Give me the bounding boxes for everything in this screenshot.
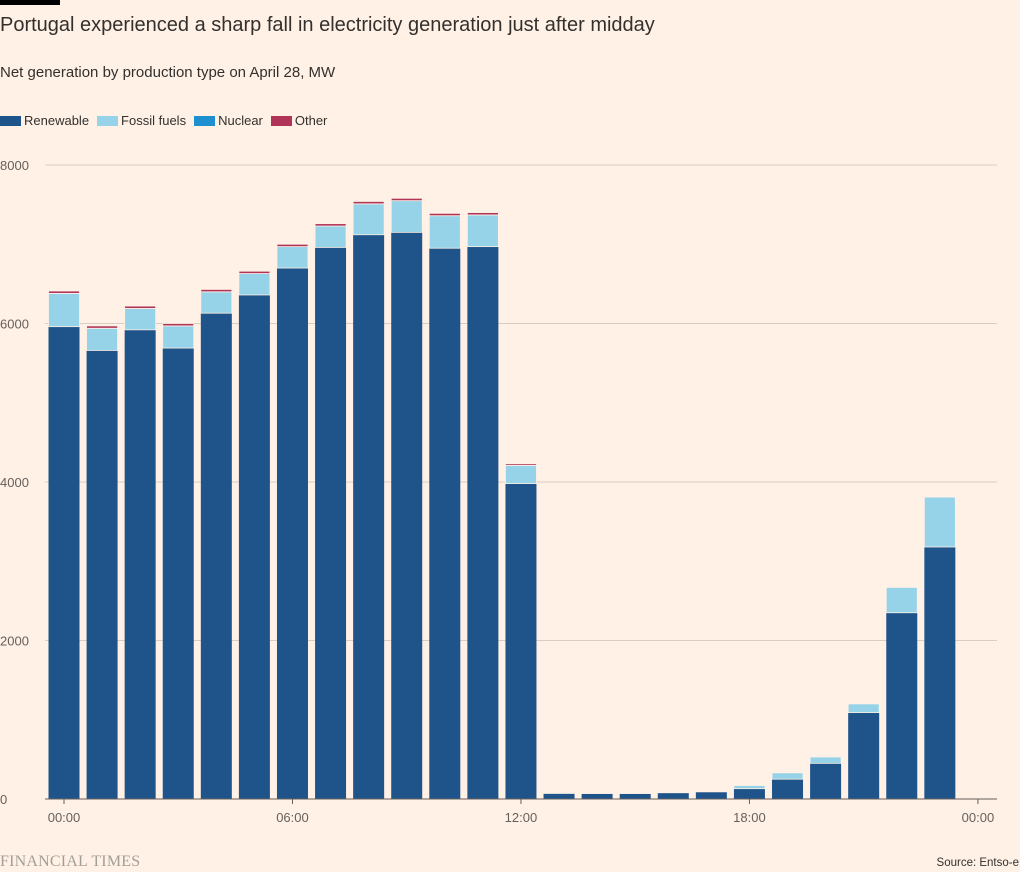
bar-renewable-0700 <box>315 247 347 800</box>
bar-fossil-fuels-2000 <box>809 756 842 764</box>
bar-fossil-fuels-1200 <box>505 464 537 484</box>
x-tick-label-1: 06:00 <box>276 810 309 825</box>
source-note: Source: Entso-e <box>936 857 1019 869</box>
chart-subtitle: Net generation by production type on Apr… <box>0 64 336 81</box>
bar-renewable-0100 <box>86 350 118 799</box>
x-tick-label-0: 00:00 <box>48 810 81 825</box>
bar-renewable-2200 <box>886 612 918 799</box>
legend-swatch-nuclear <box>194 115 216 126</box>
bar-renewable-1200 <box>505 483 537 799</box>
bar-fossil-fuels-0800 <box>352 203 385 236</box>
bar-renewable-1600 <box>657 792 689 799</box>
bar-renewable-2300 <box>924 546 956 799</box>
legend-item-other: Other <box>270 113 328 128</box>
legend-item-renewable: Renewable <box>0 113 89 128</box>
bar-fossil-fuels-0600 <box>276 246 309 269</box>
axes: 0 2000 4000 6000 8000 00:00 06:00 12:00 18:00 00:… <box>0 158 997 825</box>
bar-other-1300 <box>543 791 575 794</box>
bar-other-1100 <box>466 212 499 216</box>
bar-renewable-0200 <box>124 329 156 799</box>
legend-swatch-renewable <box>0 115 21 126</box>
bar-renewable-1900 <box>772 779 804 799</box>
bar-renewable-0600 <box>276 268 308 799</box>
bar-renewable-1300 <box>543 793 575 799</box>
bar-fossil-fuels-0700 <box>314 225 347 248</box>
y-tick-label-6000: 6000 <box>0 317 29 332</box>
bar-renewable-0300 <box>162 348 194 799</box>
bar-other-0300 <box>162 323 195 327</box>
x-tick-label-2: 12:00 <box>505 810 538 825</box>
bar-fossil-fuels-1100 <box>466 214 499 248</box>
bar-fossil-fuels-1900 <box>771 772 804 780</box>
legend-swatch-other <box>270 115 292 126</box>
bar-renewable-2000 <box>810 763 842 799</box>
bar-fossil-fuels-0500 <box>238 273 271 296</box>
bar-other-0700 <box>314 223 347 227</box>
bar-fossil-fuels-2100 <box>847 703 880 714</box>
bar-other-1200 <box>505 463 537 466</box>
legend-item-fossil-fuels: Fossil fuels <box>97 113 186 128</box>
legend-label-fossil-fuels: Fossil fuels <box>121 113 187 128</box>
bar-renewable-1000 <box>429 248 461 799</box>
bar-fossil-fuels-0300 <box>162 325 195 349</box>
bar-fossil-fuels-0200 <box>124 308 157 331</box>
bar-fossil-fuels-1600 <box>657 791 690 794</box>
bar-renewable-0500 <box>238 294 270 799</box>
bar-other-0900 <box>390 197 423 202</box>
bar-other-0000 <box>48 290 80 294</box>
bar-renewable-1400 <box>581 793 613 799</box>
bar-other-0200 <box>124 305 157 309</box>
legend-label-nuclear: Nuclear <box>218 113 263 128</box>
legend-label-renewable: Renewable <box>24 113 90 128</box>
bar-other-1700 <box>695 790 728 792</box>
legend: Renewable Fossil fuels Nuclear Other <box>0 113 335 128</box>
bars <box>48 197 956 800</box>
bar-fossil-fuels-1500 <box>619 792 652 794</box>
legend-swatch-fossil-fuels <box>97 115 119 126</box>
chart-title: Portugal experienced a sharp fall in ele… <box>0 14 655 36</box>
x-tick-label-3: 18:00 <box>733 810 766 825</box>
bar-other-1000 <box>428 212 461 217</box>
bar-renewable-1500 <box>619 793 651 799</box>
bar-fossil-fuels-1000 <box>428 215 461 249</box>
bar-renewable-1700 <box>695 791 727 799</box>
bar-other-0100 <box>86 325 118 329</box>
bar-fossil-fuels-2200 <box>885 587 918 614</box>
y-tick-label-0: 0 <box>0 792 7 807</box>
bar-renewable-1100 <box>467 246 499 799</box>
bar-renewable-0800 <box>353 234 385 800</box>
bar-fossil-fuels-0900 <box>390 200 423 233</box>
bar-renewable-2100 <box>848 712 880 799</box>
bar-fossil-fuels-0400 <box>200 291 233 314</box>
bar-renewable-1800 <box>733 788 765 799</box>
y-tick-label-4000: 4000 <box>0 475 29 490</box>
bar-renewable-0000 <box>48 326 80 799</box>
bar-fossil-fuels-1800 <box>733 785 766 790</box>
bar-fossil-fuels-2300 <box>923 496 956 548</box>
y-tick-label-2000: 2000 <box>0 634 29 649</box>
bar-renewable-0400 <box>200 313 232 799</box>
bar-other-0400 <box>200 289 233 293</box>
x-tick-label-4: 00:00 <box>962 810 995 825</box>
bar-other-0500 <box>238 270 271 274</box>
bar-fossil-fuels-0100 <box>86 327 118 351</box>
brand-bar <box>0 0 60 5</box>
bar-renewable-0900 <box>391 232 423 800</box>
stacked-bar-chart: 0 2000 4000 6000 8000 00:00 06:00 12:00 18:00 00:… <box>0 158 997 825</box>
bar-fossil-fuels-0000 <box>48 292 80 328</box>
ft-logo: FINANCIAL TIMES <box>0 853 141 870</box>
legend-label-other: Other <box>294 113 328 128</box>
bar-other-0600 <box>276 243 309 248</box>
y-tick-label-8000: 8000 <box>0 158 29 173</box>
legend-item-nuclear: Nuclear <box>194 113 263 128</box>
bar-fossil-fuels-1400 <box>581 792 614 794</box>
bar-other-0800 <box>352 201 385 205</box>
